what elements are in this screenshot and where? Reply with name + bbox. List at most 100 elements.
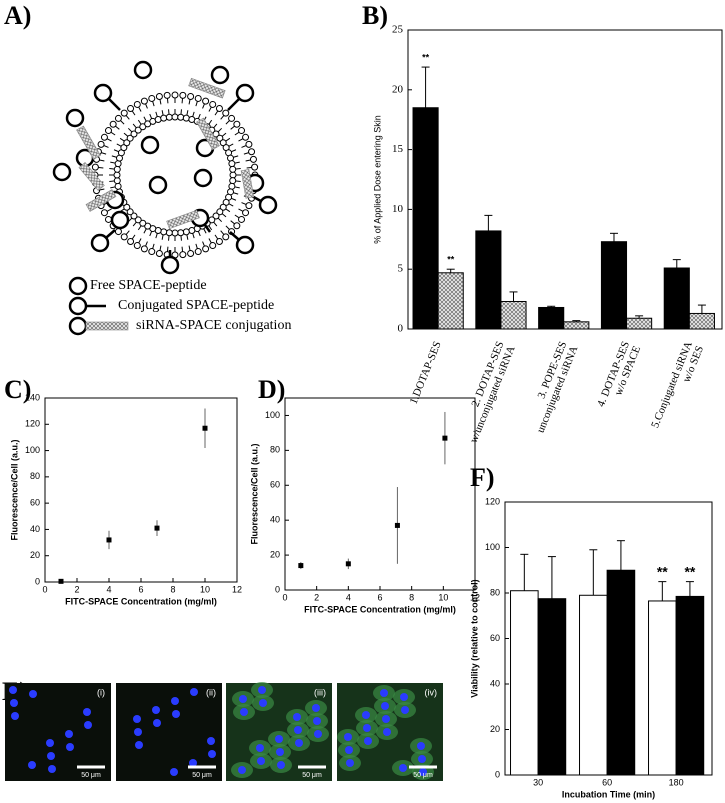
bar [648, 600, 677, 776]
x-tick-label: 4. DOTAP-SESw/o SPACE [595, 339, 643, 413]
lipid-head [179, 91, 187, 99]
panel-label: C) [4, 375, 31, 404]
nucleus [258, 686, 266, 694]
x-tick-label: 6 [138, 584, 143, 594]
lipid-head [148, 248, 156, 256]
lipid-head [177, 229, 185, 237]
y-tick-label: 0 [35, 576, 40, 586]
nucleus [381, 702, 389, 710]
lipid-head [134, 216, 142, 224]
bar [675, 595, 705, 776]
lipid-head [148, 94, 156, 102]
nucleus [399, 764, 407, 772]
y-tick-label: 80 [270, 445, 280, 455]
peptide [90, 233, 110, 253]
nucleus [48, 765, 56, 773]
peptide [160, 255, 180, 275]
lipid-head [126, 134, 134, 142]
micrograph-label: (ii) [206, 687, 216, 697]
peptide [258, 195, 278, 215]
nucleus [314, 730, 322, 738]
micrograph: (iii) 50 μm [226, 682, 332, 781]
nucleus [152, 706, 160, 714]
lipid-head [113, 177, 121, 185]
nucleus [239, 695, 247, 703]
nucleus [190, 688, 198, 696]
nucleus [256, 744, 264, 752]
lipid-head [113, 171, 121, 179]
nucleus [11, 712, 19, 720]
lipid-head [187, 93, 195, 101]
lipid-head [209, 100, 217, 108]
lipid-head [228, 114, 236, 122]
peptide [68, 316, 88, 336]
y-axis-label: Fluorescence/Cell (a.u.) [249, 443, 259, 544]
nucleus [83, 708, 91, 716]
lipid-head [187, 249, 195, 257]
point [106, 537, 112, 543]
bar [663, 267, 690, 330]
sirna [166, 209, 200, 230]
y-tick-label: 20 [30, 550, 40, 560]
nucleus [293, 713, 301, 721]
legend-text: Free SPACE-peptide [90, 278, 207, 293]
lipid-head [209, 242, 217, 250]
x-tick-label: 2 [74, 584, 79, 594]
lipid-head [202, 245, 210, 253]
x-tick-label: 180 [669, 777, 684, 787]
x-tick-label: 1.DOTAP-SES [407, 340, 443, 406]
peptide [110, 210, 130, 230]
nucleus [66, 743, 74, 751]
nucleus [208, 750, 216, 758]
y-tick-label: 100 [25, 445, 40, 455]
lipid-head [251, 163, 259, 171]
y-tick-label: 60 [270, 480, 280, 490]
lipid-head [245, 202, 253, 210]
micrograph: (ii) 50 μm [116, 683, 222, 781]
panel-label: D) [258, 375, 285, 404]
y-tick-label: 100 [265, 410, 280, 420]
nucleus [346, 759, 354, 767]
micrograph: (i) 50 μm [5, 683, 111, 781]
nucleus [134, 728, 142, 736]
point [154, 525, 160, 531]
scale-label: 50 μm [192, 772, 212, 779]
annotation: ** [447, 255, 455, 265]
nucleus [275, 735, 283, 743]
micrograph-label: (iv) [425, 687, 438, 697]
lipid-head [126, 208, 134, 216]
image [116, 683, 222, 781]
lipid-head [171, 229, 179, 237]
nucleus [47, 752, 55, 760]
nucleus [240, 708, 248, 716]
nucleus [400, 693, 408, 701]
lipid-head [228, 160, 236, 168]
lipid-head [140, 245, 148, 253]
lipid-head [238, 215, 246, 223]
lipid-head [133, 100, 141, 108]
lipid-head [249, 155, 257, 163]
lipid-head [219, 203, 227, 211]
peptide [133, 60, 153, 80]
x-tick-label: 0 [282, 592, 287, 602]
x-axis-label: Incubation Time (min) [562, 789, 655, 799]
bar [600, 241, 628, 330]
nucleus [345, 746, 353, 754]
panel-label: F) [470, 463, 495, 492]
nucleus [28, 761, 36, 769]
y-tick-label: 120 [485, 496, 500, 506]
nucleus [276, 748, 284, 756]
lipid-head [215, 104, 223, 112]
nucleus [380, 689, 388, 697]
nucleus [153, 719, 161, 727]
nucleus [135, 741, 143, 749]
peptide [68, 276, 88, 296]
bar [510, 590, 539, 776]
lipid-head [113, 165, 121, 173]
y-tick-label: 60 [490, 633, 500, 643]
lipid-head [177, 113, 185, 121]
lipid-head [171, 113, 179, 121]
nucleus [312, 704, 320, 712]
peptide [93, 83, 113, 103]
sirna [240, 168, 255, 199]
